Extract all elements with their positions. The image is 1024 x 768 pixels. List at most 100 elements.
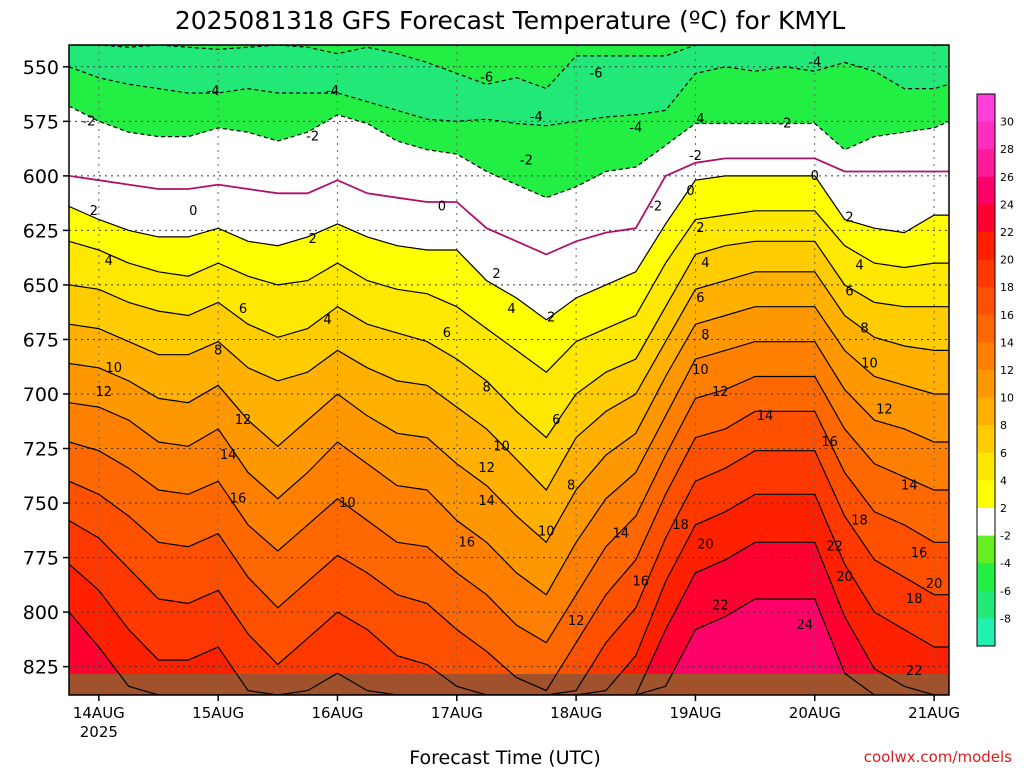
colorbar-label-0: 30 xyxy=(1000,116,1014,129)
colorbar-swatch-7 xyxy=(977,287,995,316)
colorbar-swatch-10 xyxy=(977,370,995,399)
contour-line-18 xyxy=(69,450,949,695)
colorbar-label-13: 4 xyxy=(1000,474,1007,487)
contour-label-47: 10 xyxy=(493,439,510,454)
y-tick-label-625: 625 xyxy=(23,220,59,242)
colorbar-swatch-4 xyxy=(977,204,995,233)
contour-label-44: 12 xyxy=(235,413,252,428)
contour-label-34: 8 xyxy=(701,328,709,343)
y-tick-label-575: 575 xyxy=(23,111,59,133)
contour-label-61: 22 xyxy=(826,540,843,555)
colorbar-swatch-1 xyxy=(977,121,995,150)
contour-label-26: 4 xyxy=(701,256,709,271)
contour-label-51: 14 xyxy=(901,479,918,494)
contour-label-30: 6 xyxy=(696,291,704,306)
contour-line-14 xyxy=(69,375,949,644)
contour-label-10: -4 xyxy=(808,55,821,70)
contour-label-6: -4 xyxy=(530,110,543,125)
colorbar-label-6: 18 xyxy=(1000,281,1014,294)
colorbar-swatch-8 xyxy=(977,314,995,343)
contour-label-31: 6 xyxy=(845,284,853,299)
contour-line-12 xyxy=(69,341,949,596)
colorbar-label-14: 2 xyxy=(1000,502,1007,515)
y-tick-label-700: 700 xyxy=(23,384,59,406)
colorbar-label-12: 6 xyxy=(1000,447,1007,460)
contour-label-23: 4 xyxy=(323,313,331,328)
x-tick-label-15AUG: 15AUG xyxy=(192,704,244,722)
contour-label-59: 16 xyxy=(458,535,475,550)
contour-label-8: -2 xyxy=(520,154,533,169)
contour-label-55: 10 xyxy=(538,524,555,539)
colorbar-swatch-13 xyxy=(977,452,995,481)
contour-label-65: 16 xyxy=(632,575,649,590)
y-tick-label-600: 600 xyxy=(23,166,59,188)
contour-label-56: 14 xyxy=(613,527,630,542)
x-tick-label-19AUG: 19AUG xyxy=(669,704,721,722)
colorbar-swatch-11 xyxy=(977,397,995,426)
contour-label-1: -4 xyxy=(207,84,220,99)
y-axis: 550 575 600 625 650 675 700 725 750 775 800 825 xyxy=(23,57,69,679)
contour-line-0 xyxy=(69,157,949,256)
y-tick-label-675: 675 xyxy=(23,329,59,351)
contour-line--4 xyxy=(69,61,949,127)
colorbar-label-5: 20 xyxy=(1000,254,1014,267)
contour-label-14: 2 xyxy=(90,204,98,219)
contour-label-17: 0 xyxy=(438,199,446,214)
contour-label-13: -2 xyxy=(689,149,702,164)
colorbar-swatch-17 xyxy=(977,563,995,592)
y-tick-label-775: 775 xyxy=(23,548,59,570)
y-tick-label-750: 750 xyxy=(23,493,59,515)
contour-label-37: 8 xyxy=(482,380,490,395)
contour-line-16 xyxy=(69,410,949,692)
x-tick-label-16AUG: 16AUG xyxy=(311,704,363,722)
chart-title: 2025081318 GFS Forecast Temperature (ºC)… xyxy=(175,6,845,35)
colorbar-label-17: -6 xyxy=(1000,585,1011,598)
colorbar-label-9: 12 xyxy=(1000,364,1014,377)
y-tick-label-650: 650 xyxy=(23,275,59,297)
contour-label-67: 22 xyxy=(712,599,729,614)
contour-label-12: 4 xyxy=(696,112,704,127)
contour-line-6 xyxy=(69,240,949,439)
colorbar-label-2: 26 xyxy=(1000,171,1014,184)
contour-label-0: -2 xyxy=(82,114,95,129)
contour-label-58: 18 xyxy=(672,518,689,533)
contour-label-36: 10 xyxy=(105,361,122,376)
y-tick-label-550: 550 xyxy=(23,57,59,79)
contour-label-7: -4 xyxy=(629,121,642,136)
plot-frame xyxy=(68,44,950,696)
contour-label-21: 2 xyxy=(845,210,853,225)
colorbar-swatch-16 xyxy=(977,535,995,564)
colorbar-swatch-19 xyxy=(977,618,995,647)
contour-label-68: 12 xyxy=(568,614,585,629)
contour-label-57: 18 xyxy=(851,514,868,529)
colorbar-swatch-3 xyxy=(977,176,995,205)
contour-label-35: 8 xyxy=(860,322,868,337)
contour-label-69: 24 xyxy=(797,618,814,633)
contour-label-43: 12 xyxy=(876,402,893,417)
x-tick-label-18AUG: 18AUG xyxy=(550,704,602,722)
colorbar-label-4: 22 xyxy=(1000,226,1014,239)
contour-label-33: 8 xyxy=(214,343,222,358)
band-below-24 xyxy=(69,599,949,695)
contour-label-16: 2 xyxy=(308,232,316,247)
credit-link[interactable]: coolwx.com/models xyxy=(864,748,1012,766)
contour-label-11: -2 xyxy=(778,117,791,132)
colorbar-legend: 30 28 26 24 22 20 18 16 14 12 10 8 6 4 2 -2 -4 -6 -8 xyxy=(976,93,1014,647)
contour-line-8 xyxy=(69,271,949,491)
colorbar-swatch-6 xyxy=(977,259,995,288)
contour-label-48: 14 xyxy=(220,448,237,463)
colorbar-label-1: 28 xyxy=(1000,143,1014,156)
contour-label-29: 4 xyxy=(507,302,515,317)
contour-label-40: 12 xyxy=(96,385,113,400)
contour-label-24: 2 xyxy=(492,267,500,282)
contour-label-4: -6 xyxy=(480,71,493,86)
x-tick-label-14AUG: 14AUG xyxy=(73,704,125,722)
contour-line--2 xyxy=(69,105,949,199)
contour-label-42: 6 xyxy=(552,413,560,428)
contour-label-54: 14 xyxy=(478,494,495,509)
colorbar-swatch-5 xyxy=(977,232,995,261)
colorbar-label-15: -2 xyxy=(1000,530,1011,543)
y-tick-label-825: 825 xyxy=(23,657,59,679)
colorbar-swatch-15 xyxy=(977,508,995,537)
